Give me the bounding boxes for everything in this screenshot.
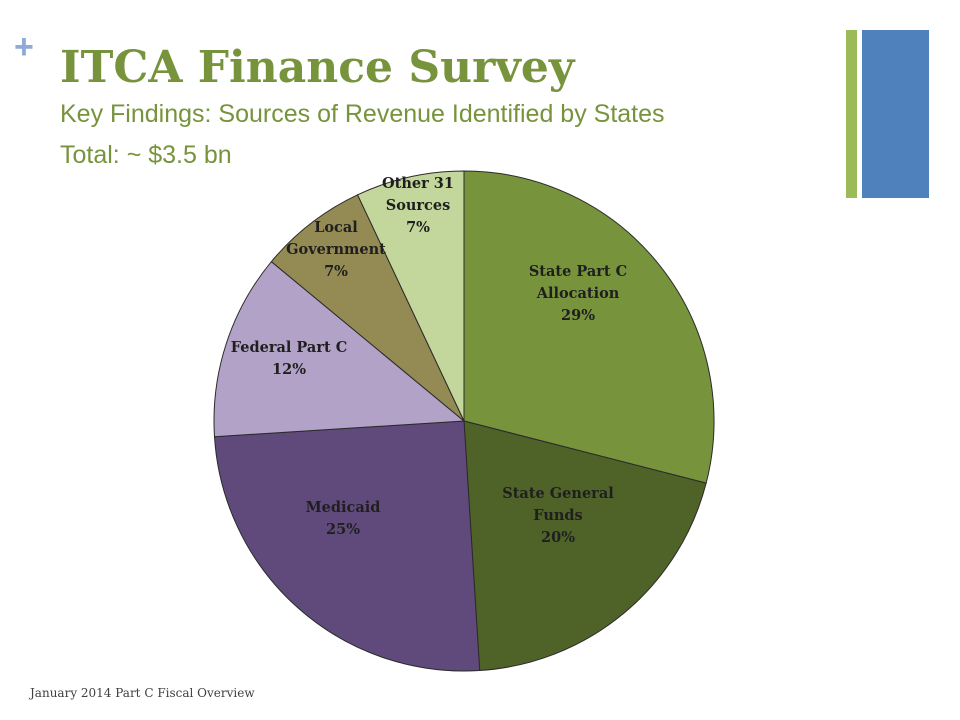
pie-slice-label-line: 7% [406, 219, 430, 236]
pie-slice-label-line: Funds [533, 507, 582, 524]
pie-slice-label-line: 12% [272, 361, 306, 378]
pie-slice-label-line: 20% [541, 529, 575, 546]
pie-slice-label-0: State Part C Allocation 29% [529, 263, 627, 324]
pie-slice-label-4: Local Government 7% [286, 219, 386, 280]
pie-slice-label-line: Sources [386, 197, 451, 214]
pie-slice-2 [213, 420, 481, 672]
pie-slice-label-line: Federal Part C [231, 339, 348, 356]
pie-slice-label-line: State General [502, 485, 614, 502]
pie-slice-1 [463, 420, 707, 672]
pie-slice-label-3: Federal Part C 12% [231, 339, 348, 378]
pie-slice-label-line: 7% [324, 263, 348, 280]
pie-slice-label-2: Medicaid 25% [306, 499, 381, 538]
pie-slice-label-line: Government [286, 241, 386, 258]
pie-slice-label-line: Local [314, 219, 358, 236]
pie-slice-label-5: Other 31 Sources 7% [382, 175, 454, 236]
pie-slice-label-line: Other 31 [382, 175, 454, 192]
pie-slice-label-line: State Part C [529, 263, 627, 280]
footer-text: January 2014 Part C Fiscal Overview [30, 686, 255, 700]
total-amount: Total: ~ $3.5 bn [60, 141, 232, 169]
decorative-blue-bar [862, 30, 929, 198]
slide-title: ITCA Finance Survey [60, 42, 575, 93]
pie-slice-4 [270, 194, 465, 422]
plus-icon: + [14, 28, 34, 66]
pie-slice-0 [463, 170, 715, 484]
pie-slice-label-line: 25% [326, 521, 360, 538]
pie-slice-label-line: Allocation [536, 285, 620, 302]
pie-slice-3 [213, 260, 466, 438]
pie-slice-5 [356, 170, 465, 422]
pie-slice-label-line: Medicaid [306, 499, 381, 516]
pie-slice-label-1: State General Funds 20% [502, 485, 614, 546]
pie-slice-label-line: 29% [561, 307, 595, 324]
slide-subtitle: Key Findings: Sources of Revenue Identif… [60, 100, 665, 128]
decorative-green-bar [846, 30, 857, 198]
